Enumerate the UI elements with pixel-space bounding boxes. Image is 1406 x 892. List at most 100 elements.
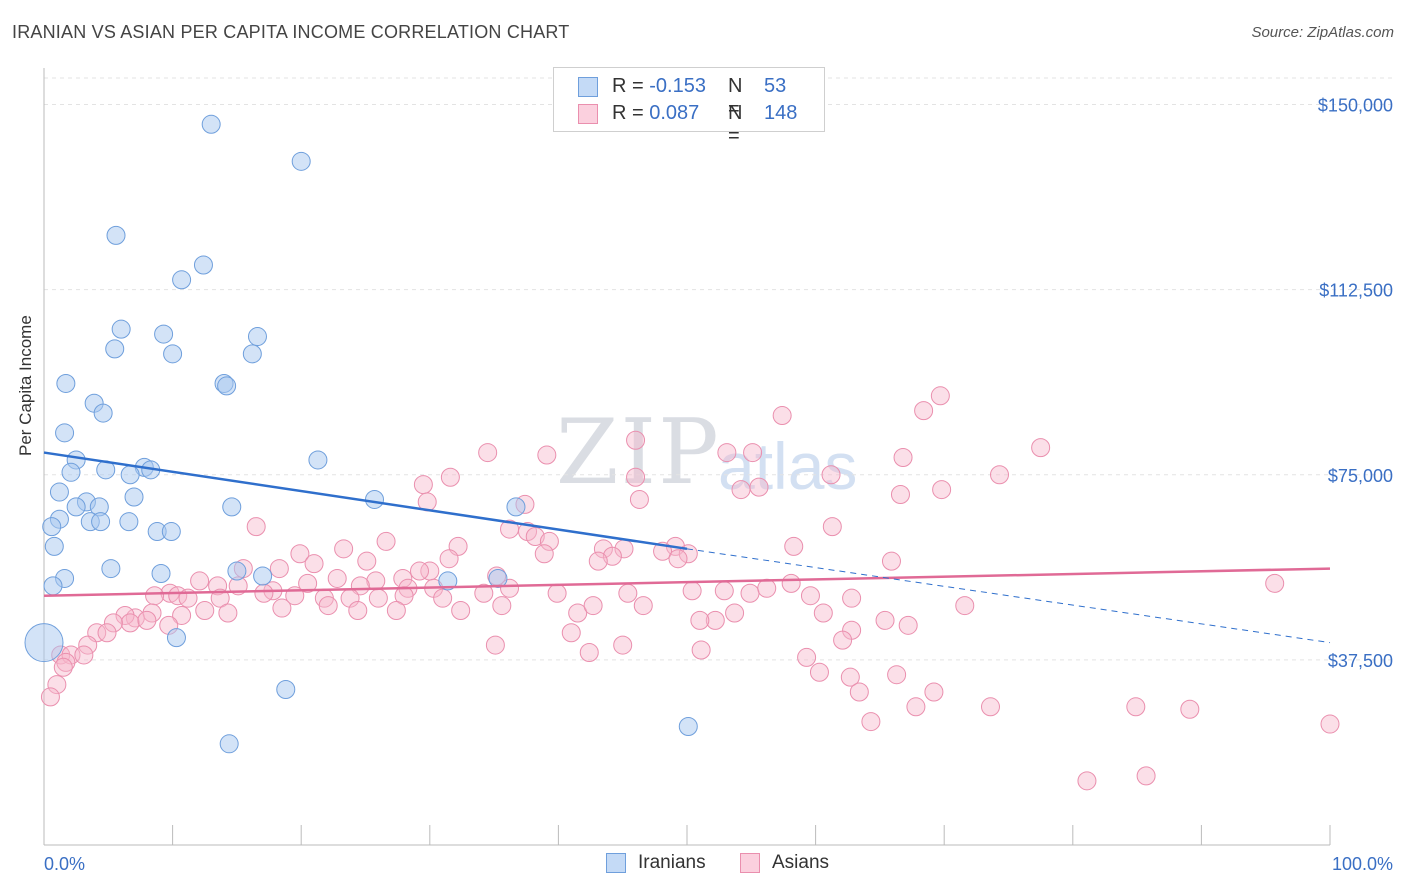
source-label: Source: ZipAtlas.com <box>1251 24 1394 41</box>
asian-point <box>772 406 792 426</box>
asian-point <box>290 544 310 564</box>
asian-point <box>218 603 238 623</box>
asian-point <box>40 687 60 707</box>
asian-point <box>626 467 646 487</box>
asian-point <box>890 485 910 505</box>
asian-point <box>717 443 737 463</box>
asian-point <box>376 531 396 551</box>
asian-point <box>410 561 430 581</box>
asian-point <box>1031 438 1051 458</box>
asian-point <box>743 443 763 463</box>
legend-r-label: R = <box>612 75 644 97</box>
asian-point <box>583 596 603 616</box>
asian-point <box>53 657 73 677</box>
iranian-point <box>49 482 69 502</box>
iranian-point <box>276 680 296 700</box>
iranian-point <box>488 568 508 588</box>
asians-trend-line <box>43 567 1331 597</box>
iranian-point <box>227 561 247 581</box>
asian-point <box>195 601 215 621</box>
asian-point <box>989 465 1009 485</box>
asian-point <box>568 603 588 623</box>
asian-point <box>394 586 414 606</box>
asian-point <box>272 598 292 618</box>
legend-n-value-iranians: 53 <box>764 75 787 97</box>
bottom-legend-swatch-asians <box>740 853 760 873</box>
asian-point <box>547 583 567 603</box>
asian-point <box>784 536 804 556</box>
asian-point <box>1180 699 1200 719</box>
asian-point <box>348 601 368 621</box>
asian-point <box>1077 771 1097 791</box>
bottom-legend-label-iranians: Iranians <box>638 852 706 873</box>
asian-point <box>78 635 98 655</box>
iranian-point <box>124 487 144 507</box>
asian-point <box>47 675 67 695</box>
asian-point <box>190 571 210 591</box>
asian-point <box>318 596 338 616</box>
asian-point <box>930 386 950 406</box>
asian-point <box>440 467 460 487</box>
y-tick-label: $75,000 <box>1328 466 1393 486</box>
y-tick-label: $112,500 <box>1319 281 1393 301</box>
asian-point <box>254 583 274 603</box>
iranian-point <box>308 450 328 470</box>
iranian-point <box>93 403 113 423</box>
asian-point <box>433 588 453 608</box>
iranians-trend-line <box>43 451 688 551</box>
correlation-legend: R = -0.153 N = 53 R = 0.087 N = 148 <box>553 67 825 147</box>
legend-n-label: N = <box>728 75 743 120</box>
iranian-point <box>106 225 126 245</box>
x-tick-label: 0.0% <box>44 854 85 874</box>
asian-point <box>626 430 646 450</box>
iranian-point <box>163 344 183 364</box>
asian-point <box>534 544 554 564</box>
asian-point <box>492 596 512 616</box>
asian-point <box>633 596 653 616</box>
asian-point <box>757 578 777 598</box>
chart-title: IRANIAN VS ASIAN PER CAPITA INCOME CORRE… <box>12 22 570 42</box>
asian-point <box>137 610 157 630</box>
asian-point <box>893 448 913 467</box>
legend-n-label: N = <box>728 102 743 147</box>
asian-point <box>881 551 901 571</box>
asian-point <box>725 603 745 623</box>
asian-point <box>668 549 688 569</box>
iranian-point <box>61 462 81 482</box>
asian-point <box>821 465 841 485</box>
asian-point <box>120 613 140 633</box>
asian-point <box>327 568 347 588</box>
asian-point <box>749 477 769 497</box>
asian-point <box>731 480 751 500</box>
iranian-point <box>219 734 239 754</box>
asian-point <box>800 586 820 606</box>
asian-point <box>103 613 123 633</box>
asian-point <box>525 526 545 546</box>
asian-point <box>451 601 471 621</box>
asian-point <box>74 645 94 665</box>
asian-point <box>861 712 881 732</box>
asian-point <box>97 623 117 643</box>
asian-point <box>588 551 608 571</box>
iranian-point <box>91 512 111 532</box>
watermark-zip: ZIP <box>556 400 721 505</box>
iranian-point <box>222 497 242 517</box>
asian-point <box>602 546 622 566</box>
asian-point <box>875 610 895 630</box>
iranian-point <box>172 270 192 290</box>
asian-point <box>579 642 599 662</box>
asian-point <box>740 583 760 603</box>
asian-point <box>714 581 734 601</box>
legend-swatch-iranians <box>578 77 598 97</box>
asian-point <box>1265 573 1285 593</box>
iranian-point <box>42 517 62 537</box>
legend-swatch-asians <box>578 104 598 124</box>
iranian-point <box>120 465 140 485</box>
y-tick-label: $150,000 <box>1318 96 1393 116</box>
asian-point <box>813 603 833 623</box>
iranian-point <box>119 512 139 532</box>
iranian-point <box>105 339 125 359</box>
asian-point <box>629 489 649 509</box>
asian-point <box>690 610 710 630</box>
